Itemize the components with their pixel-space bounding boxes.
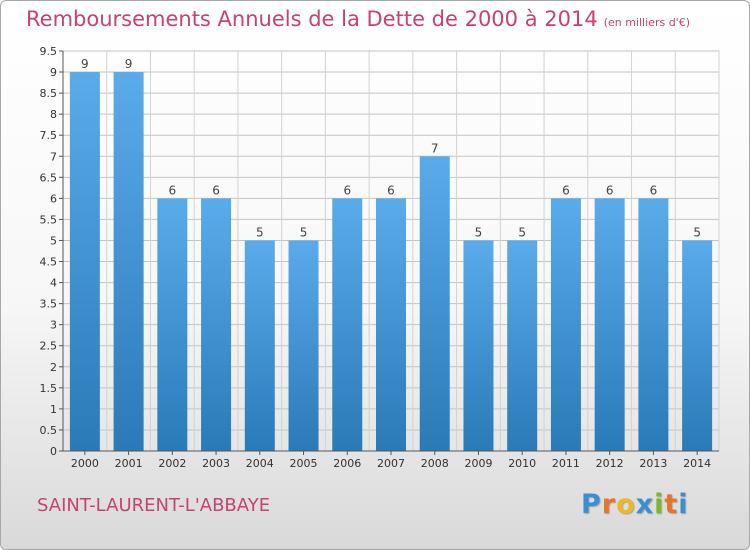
bar-2012 — [594, 198, 625, 451]
data-label-2010: 5 — [518, 225, 526, 239]
bar-2004 — [244, 240, 275, 451]
x-tick-label-2004: 2004 — [246, 457, 274, 470]
y-tick-label: 5 — [50, 234, 57, 247]
bar-2002 — [157, 198, 188, 451]
y-tick-label: 1 — [50, 403, 57, 416]
bar-2003 — [201, 198, 232, 451]
bar-2008 — [419, 156, 450, 451]
x-tick-label-2007: 2007 — [377, 457, 405, 470]
y-tick-label: 9.5 — [40, 45, 58, 58]
data-label-2003: 6 — [212, 183, 220, 197]
data-label-2000: 9 — [81, 57, 89, 71]
bars — [69, 72, 713, 451]
data-label-2005: 5 — [300, 225, 308, 239]
x-tick-label-2001: 2001 — [115, 457, 143, 470]
x-tick-label-2005: 2005 — [290, 457, 318, 470]
y-tick-label: 9 — [50, 66, 57, 79]
data-label-2013: 6 — [650, 183, 658, 197]
logo-letter: i — [654, 489, 665, 520]
bar-2010 — [507, 240, 538, 451]
data-labels: 9 9 6 6 5 5 6 6 7 5 5 6 6 6 5 — [81, 57, 701, 239]
data-label-2014: 5 — [693, 225, 701, 239]
y-tick-label: 3.5 — [40, 298, 58, 311]
bar-2000 — [69, 72, 100, 451]
data-label-2002: 6 — [169, 183, 177, 197]
y-tick-label: 0.5 — [40, 424, 58, 437]
y-tick-label: 2.5 — [40, 340, 58, 353]
y-tick-label: 1.5 — [40, 382, 58, 395]
x-tick-label-2014: 2014 — [683, 457, 711, 470]
bar-2007 — [376, 198, 406, 451]
chart-title: Remboursements Annuels de la Dette de 20… — [26, 7, 690, 31]
data-label-2011: 6 — [562, 183, 570, 197]
x-tick-label-2009: 2009 — [464, 457, 492, 470]
x-tick-label-2008: 2008 — [421, 457, 449, 470]
x-tick-label-2003: 2003 — [202, 457, 230, 470]
y-tick-label: 7 — [50, 150, 57, 163]
logo-letter: x — [635, 489, 655, 520]
x-tick-label-2013: 2013 — [639, 457, 667, 470]
data-label-2004: 5 — [256, 225, 264, 239]
y-tick-label: 7.5 — [40, 129, 58, 142]
logo-letter: t — [664, 489, 679, 520]
y-tick-label: 5.5 — [40, 213, 58, 226]
data-label-2012: 6 — [606, 183, 614, 197]
data-label-2007: 6 — [387, 183, 395, 197]
x-tick-label-2006: 2006 — [333, 457, 361, 470]
bar-2005 — [288, 240, 319, 451]
bar-2011 — [550, 198, 581, 451]
axes: 0 0.5 1 1.5 2 2.5 3 3.5 4 4.5 5 5.5 6 6.5 7 7.5 8 8.5 9 9.5… — [40, 45, 719, 470]
y-tick-label: 6.5 — [40, 171, 58, 184]
commune-name: SAINT-LAURENT-L'ABBAYE — [37, 495, 271, 516]
chart-unit-label: (en milliers d'€) — [603, 16, 690, 29]
bar-2001 — [113, 72, 144, 451]
data-label-2009: 5 — [475, 225, 483, 239]
proxiti-logo: Proxiti — [581, 489, 689, 520]
x-tick-label-2011: 2011 — [552, 457, 580, 470]
y-tick-label: 8.5 — [40, 87, 58, 100]
y-tick-label: 6 — [50, 192, 57, 205]
y-tick-label: 8 — [50, 108, 57, 121]
y-tick-label: 0 — [50, 445, 57, 458]
data-label-2001: 9 — [125, 57, 133, 71]
bar-2006 — [332, 198, 363, 451]
logo-letter: r — [601, 489, 617, 520]
y-tick-label: 4.5 — [40, 256, 58, 269]
bar-2009 — [463, 240, 494, 451]
bar-2014 — [682, 240, 713, 451]
chart-title-text: Remboursements Annuels de la Dette de 20… — [26, 7, 598, 31]
bar-2013 — [638, 198, 669, 451]
logo-letter: i — [678, 489, 689, 520]
data-label-2008: 7 — [431, 141, 439, 155]
x-tick-label-2000: 2000 — [71, 457, 99, 470]
x-tick-label-2002: 2002 — [158, 457, 186, 470]
logo-letter: o — [616, 489, 636, 520]
data-label-2006: 6 — [343, 183, 351, 197]
x-tick-label-2010: 2010 — [508, 457, 536, 470]
x-tick-label-2012: 2012 — [596, 457, 624, 470]
y-tick-label: 2 — [50, 361, 57, 374]
logo-letter: P — [581, 489, 602, 520]
y-tick-label: 4 — [50, 277, 57, 290]
y-tick-label: 3 — [50, 319, 57, 332]
